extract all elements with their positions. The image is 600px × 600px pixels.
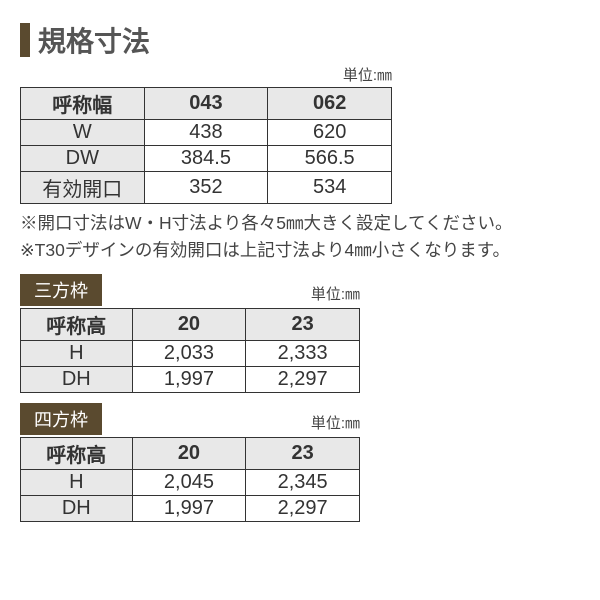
section-four-sided: 四方枠 単位:㎜ 呼称高2023H2,0452,345DH1,9972,297	[20, 403, 580, 522]
section-label: 四方枠	[20, 403, 102, 435]
unit-label: 単位:㎜	[311, 283, 360, 304]
table-col-header: 20	[132, 309, 246, 341]
table-row: H2,0452,345	[21, 470, 360, 496]
table-row-header: 有効開口	[21, 172, 145, 204]
unit-label: 単位:㎜	[20, 64, 392, 85]
spec-table-four-sided: 呼称高2023H2,0452,345DH1,9972,297	[20, 437, 360, 522]
table-corner-header: 呼称高	[21, 309, 133, 341]
table-cell: 620	[268, 120, 392, 146]
section-label: 三方枠	[20, 274, 102, 306]
table-cell: 2,333	[246, 341, 360, 367]
title-text: 規格寸法	[38, 20, 150, 60]
table-row-header: H	[21, 470, 133, 496]
table-corner-header: 呼称高	[21, 438, 133, 470]
table-col-header: 043	[144, 88, 268, 120]
spec-table-three-sided: 呼称高2023H2,0332,333DH1,9972,297	[20, 308, 360, 393]
table-col-header: 23	[246, 309, 360, 341]
table-cell: 566.5	[268, 146, 392, 172]
table-cell: 1,997	[132, 496, 246, 522]
table-cell: 2,297	[246, 496, 360, 522]
table-cell: 2,297	[246, 367, 360, 393]
table-cell: 2,045	[132, 470, 246, 496]
table-row: 有効開口352534	[21, 172, 392, 204]
table-cell: 352	[144, 172, 268, 204]
table-cell: 1,997	[132, 367, 246, 393]
title-accent-bar	[20, 23, 30, 57]
table-col-header: 23	[246, 438, 360, 470]
table-row: DW384.5566.5	[21, 146, 392, 172]
table-cell: 2,033	[132, 341, 246, 367]
table-col-header: 20	[132, 438, 246, 470]
table-row-header: W	[21, 120, 145, 146]
table-row: H2,0332,333	[21, 341, 360, 367]
table-cell: 534	[268, 172, 392, 204]
notes-block: ※開口寸法はW・H寸法より各々5㎜大きく設定してください。 ※T30デザインの有…	[20, 210, 580, 264]
unit-label: 単位:㎜	[311, 412, 360, 433]
page-title: 規格寸法	[20, 20, 580, 60]
table-row-header: DH	[21, 367, 133, 393]
table-cell: 384.5	[144, 146, 268, 172]
table-corner-header: 呼称幅	[21, 88, 145, 120]
table-row-header: DH	[21, 496, 133, 522]
table-row: DH1,9972,297	[21, 496, 360, 522]
table-row-header: DW	[21, 146, 145, 172]
table-row-header: H	[21, 341, 133, 367]
table-cell: 2,345	[246, 470, 360, 496]
table-cell: 438	[144, 120, 268, 146]
note-line: ※開口寸法はW・H寸法より各々5㎜大きく設定してください。	[20, 210, 580, 237]
section-three-sided: 三方枠 単位:㎜ 呼称高2023H2,0332,333DH1,9972,297	[20, 274, 580, 393]
table-row: W438620	[21, 120, 392, 146]
table-col-header: 062	[268, 88, 392, 120]
table-row: DH1,9972,297	[21, 367, 360, 393]
spec-table-width: 呼称幅043062W438620DW384.5566.5有効開口352534	[20, 87, 392, 204]
note-line: ※T30デザインの有効開口は上記寸法より4㎜小さくなります。	[20, 237, 580, 264]
